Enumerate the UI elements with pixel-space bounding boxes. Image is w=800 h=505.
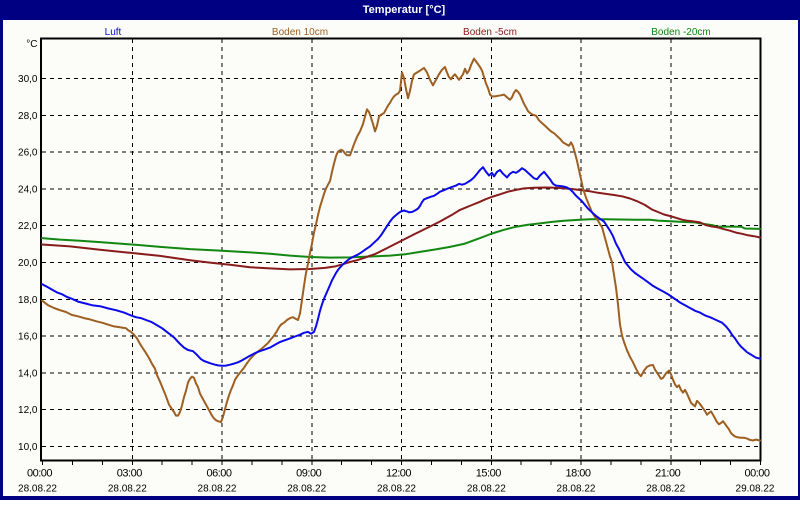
svg-text:Boden -5cm: Boden -5cm [463, 27, 517, 38]
svg-text:15:00: 15:00 [476, 468, 501, 480]
svg-text:22,0: 22,0 [18, 221, 38, 232]
svg-text:06:00: 06:00 [206, 468, 231, 480]
svg-text:Boden 10cm: Boden 10cm [272, 27, 328, 38]
svg-text:28.08.22: 28.08.22 [108, 484, 147, 495]
svg-text:10,0: 10,0 [18, 442, 38, 453]
svg-text:24,0: 24,0 [18, 184, 38, 195]
svg-text:03:00: 03:00 [117, 468, 142, 480]
svg-text:12,0: 12,0 [18, 405, 38, 416]
svg-text:12:00: 12:00 [386, 468, 411, 480]
svg-text:00:00: 00:00 [744, 468, 769, 480]
svg-text:18:00: 18:00 [565, 468, 590, 480]
svg-text:28.08.22: 28.08.22 [557, 484, 596, 495]
svg-text:28.08.22: 28.08.22 [198, 484, 237, 495]
svg-text:16,0: 16,0 [18, 332, 38, 343]
svg-text:Boden -20cm: Boden -20cm [651, 27, 710, 38]
svg-text:26,0: 26,0 [18, 148, 38, 159]
svg-text:30,0: 30,0 [18, 74, 38, 85]
svg-text:29.08.22: 29.08.22 [736, 484, 775, 495]
svg-text:09:00: 09:00 [296, 468, 321, 480]
svg-text:14,0: 14,0 [18, 368, 38, 379]
svg-text:Luft: Luft [105, 27, 122, 38]
svg-text:28.08.22: 28.08.22 [18, 484, 57, 495]
svg-text:00:00: 00:00 [27, 468, 52, 480]
svg-text:Temperatur [°C]: Temperatur [°C] [363, 4, 446, 16]
svg-text:28.08.22: 28.08.22 [287, 484, 326, 495]
svg-text:20,0: 20,0 [18, 258, 38, 269]
svg-text:28.08.22: 28.08.22 [467, 484, 506, 495]
svg-text:28,0: 28,0 [18, 111, 38, 122]
svg-text:°C: °C [26, 39, 37, 50]
svg-text:28.08.22: 28.08.22 [646, 484, 685, 495]
svg-text:21:00: 21:00 [655, 468, 680, 480]
svg-text:18,0: 18,0 [18, 295, 38, 306]
svg-text:28.08.22: 28.08.22 [377, 484, 416, 495]
